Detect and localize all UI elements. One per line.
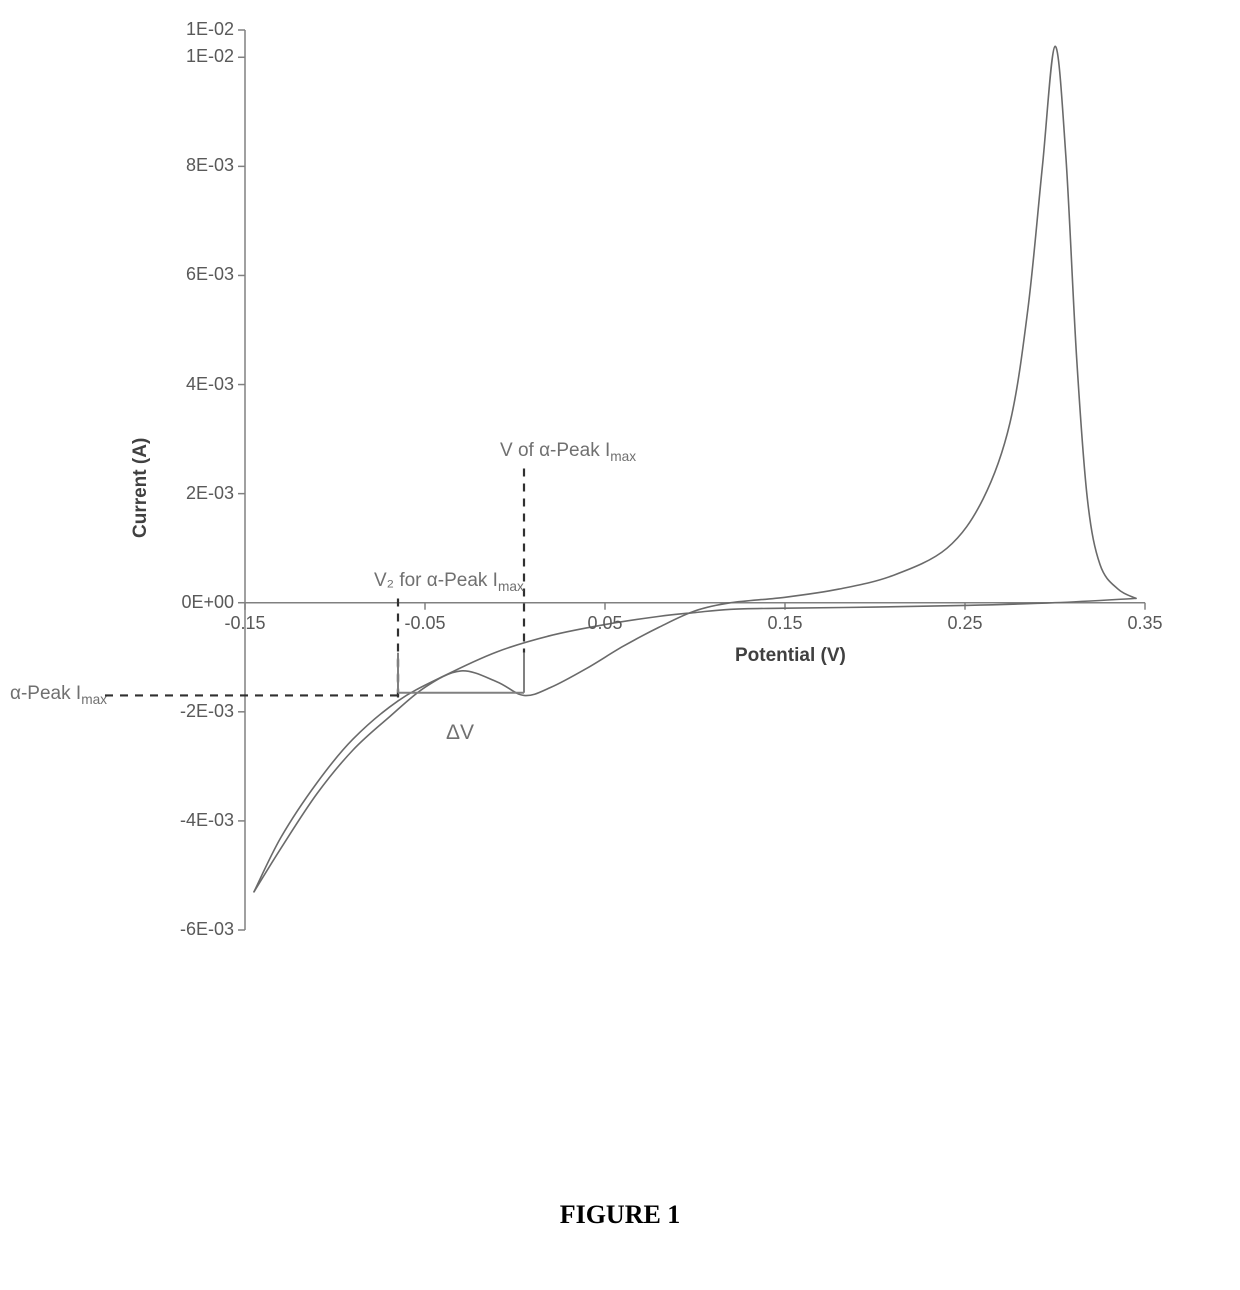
- y-tick-label: 6E-03: [160, 264, 234, 285]
- y-tick-label: 1E-02: [160, 46, 234, 67]
- annotation-v2-sub: max: [498, 579, 524, 594]
- y-tick-label: -2E-03: [160, 701, 234, 722]
- y-axis-label: Current (A): [130, 438, 152, 538]
- annotation-delta-v: ΔV: [446, 721, 474, 745]
- annotation-v-sub: max: [610, 449, 636, 464]
- y-tick-label: -6E-03: [160, 919, 234, 940]
- page: Current (A) Potential (V) α-Peak Imax V …: [0, 0, 1240, 1290]
- x-tick-label: 0.25: [935, 613, 995, 634]
- annotation-v-text: V of α-Peak I: [500, 440, 610, 461]
- y-tick-label: -4E-03: [160, 810, 234, 831]
- x-tick-label: 0.15: [755, 613, 815, 634]
- y-tick-label: 0E+00: [160, 592, 234, 613]
- annotation-alpha-peak-sub: max: [81, 692, 107, 707]
- annotation-v2-for-alpha: V₂ for α-Peak Imax: [374, 570, 524, 594]
- x-tick-label: -0.15: [215, 613, 275, 634]
- y-tick-label: 2E-03: [160, 483, 234, 504]
- x-axis-label: Potential (V): [735, 645, 846, 667]
- x-tick-label: 0.35: [1115, 613, 1175, 634]
- cv-chart: [245, 30, 1145, 930]
- annotation-v-of-alpha: V of α-Peak Imax: [500, 440, 636, 464]
- annotation-alpha-peak: α-Peak Imax: [10, 683, 107, 707]
- y-tick-label: 8E-03: [160, 155, 234, 176]
- y-tick-label: 4E-03: [160, 374, 234, 395]
- chart-annotations-svg: [245, 30, 1145, 930]
- x-tick-label: -0.05: [395, 613, 455, 634]
- annotation-v2-text: V₂ for α-Peak I: [374, 570, 498, 591]
- annotation-alpha-peak-text: α-Peak I: [10, 683, 81, 704]
- figure-title: FIGURE 1: [0, 1200, 1240, 1230]
- x-tick-label: 0.05: [575, 613, 635, 634]
- y-tick-label: 1E-02: [160, 19, 234, 40]
